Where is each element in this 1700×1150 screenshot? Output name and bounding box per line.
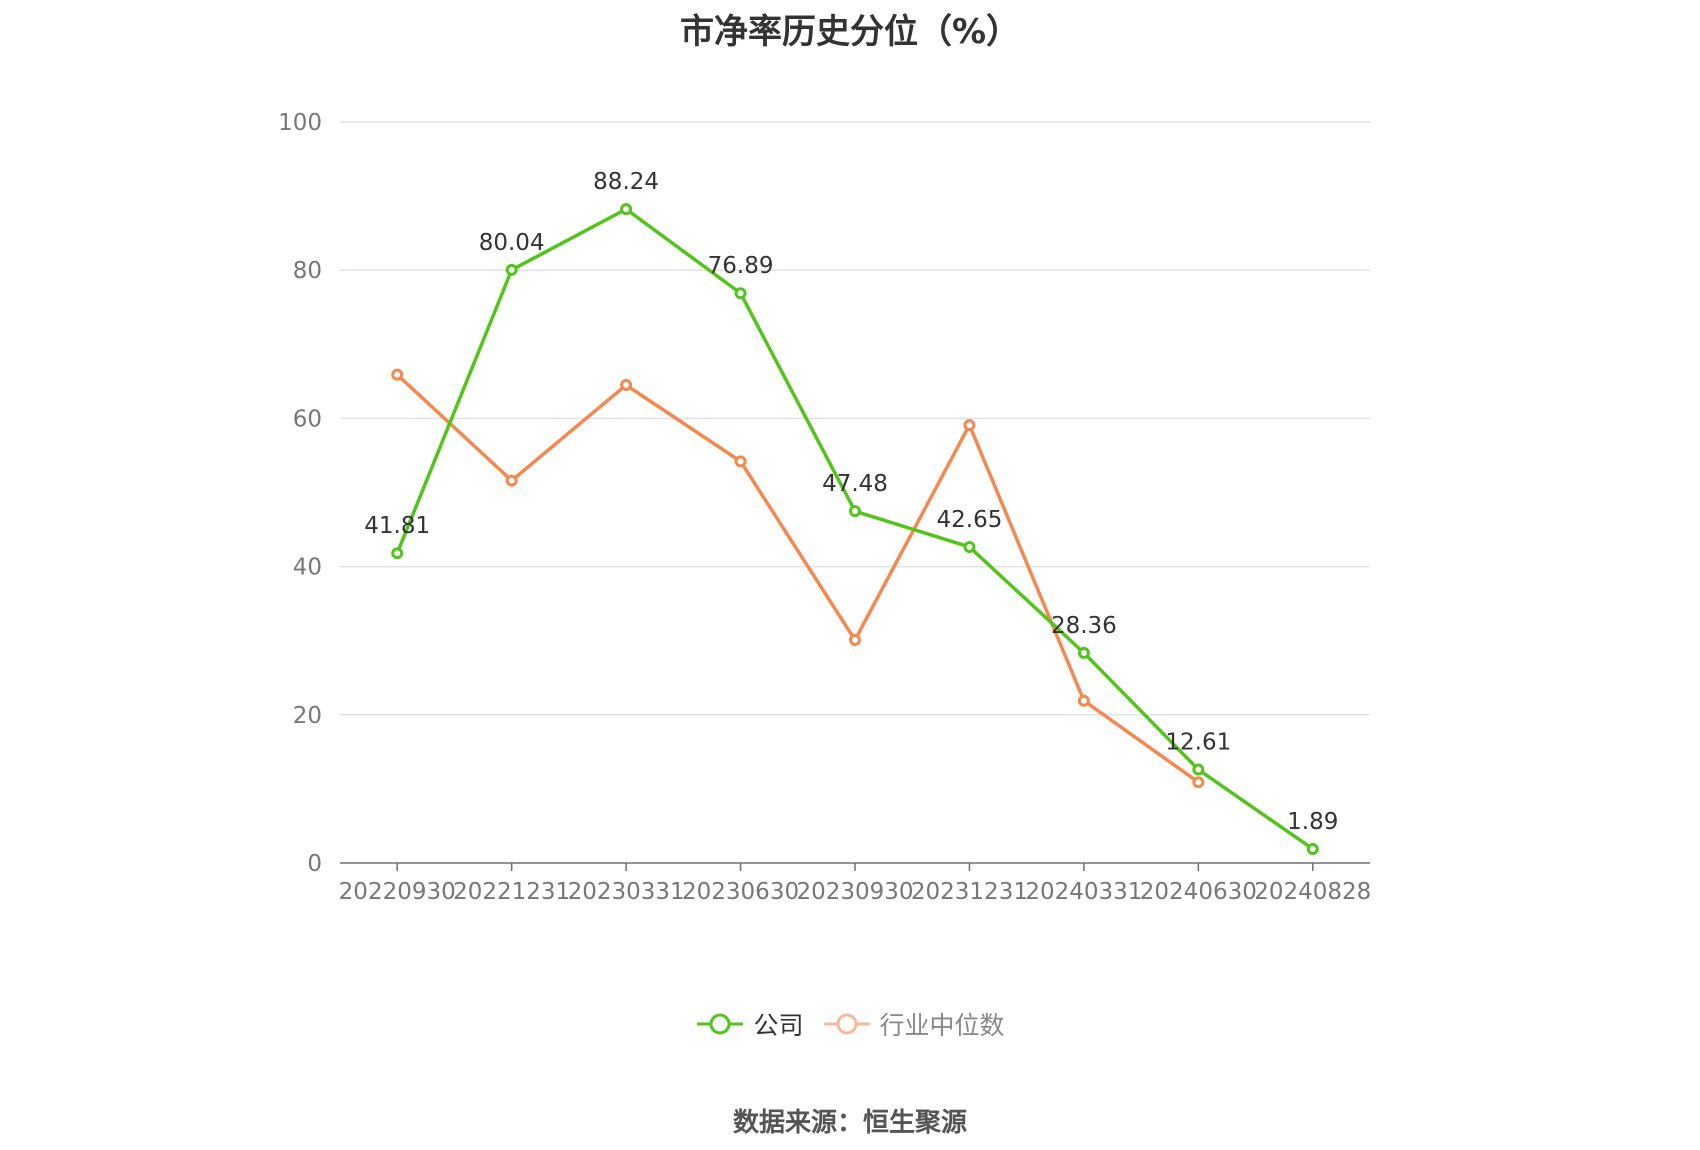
legend-item-company[interactable]: 公司 [695,1006,804,1042]
x-tick-label: 20221231 [453,879,570,905]
data-label-company: 88.24 [593,169,659,195]
data-label-company: 42.65 [937,507,1003,533]
data-label-company: 76.89 [708,253,774,279]
data-label-company: 80.04 [479,230,545,256]
x-tick-label: 20230331 [568,879,685,905]
data-point-company [734,287,747,300]
x-tick-label: 20230930 [796,879,913,905]
y-tick-label: 60 [293,406,322,432]
legend-label-industry: 行业中位数 [879,1011,1005,1040]
legend-marker-industry [823,1013,870,1035]
data-point-company [1306,842,1319,855]
data-point-industry [620,379,633,392]
data-label-company: 12.61 [1165,730,1231,756]
y-tick-label: 80 [293,258,322,284]
y-tick-label: 20 [293,703,322,729]
data-point-industry [734,455,747,468]
legend-marker-company [697,1013,744,1035]
data-point-company [620,203,633,216]
x-tick-label: 20240828 [1254,879,1371,905]
data-point-industry [391,368,404,381]
data-point-industry [1077,694,1090,707]
data-label-company: 47.48 [822,471,888,497]
data-point-company [505,263,518,276]
y-tick-label: 0 [307,851,322,877]
data-point-company [963,540,976,553]
data-source: 数据来源：恒生聚源 [732,1108,967,1138]
legend: 公司 行业中位数 [0,1006,1700,1042]
data-point-company [1077,646,1090,659]
data-point-company [1192,763,1205,776]
data-point-industry [1192,776,1205,789]
data-point-industry [849,633,861,646]
legend-label-company: 公司 [753,1011,804,1040]
data-label-company: 28.36 [1051,613,1117,639]
x-tick-label: 20240331 [1025,879,1142,905]
x-tick-label: 20230630 [682,879,799,905]
series-line-industry [396,373,1200,784]
chart-title: 市净率历史分位（%） [679,12,1021,52]
data-point-company [391,547,404,560]
y-tick-label: 40 [293,555,322,581]
x-tick-label: 20240630 [1140,879,1257,905]
data-point-industry [505,474,518,487]
legend-item-industry[interactable]: 行业中位数 [822,1006,1005,1042]
data-label-company: 1.89 [1287,809,1338,835]
data-point-industry [963,419,976,432]
data-label-company: 41.81 [364,513,430,539]
x-tick-label: 20231231 [911,879,1028,905]
data-point-company [849,505,861,518]
x-tick-label: 20220930 [339,879,456,905]
y-tick-label: 100 [278,110,322,136]
